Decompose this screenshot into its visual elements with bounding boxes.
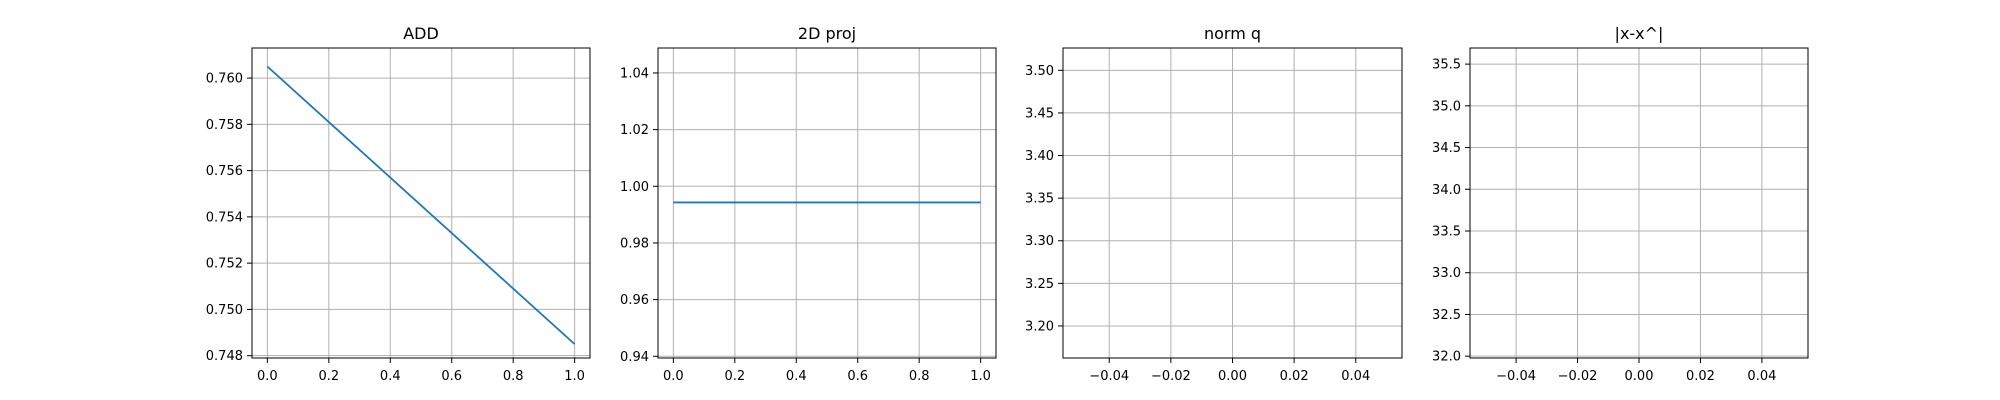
x-tick-label: 0.4 [786, 369, 807, 384]
x-tick-label: 0.2 [724, 369, 745, 384]
y-tick-label: 1.04 [620, 66, 649, 81]
x-tick-label: −0.02 [1151, 369, 1191, 384]
x-tick-label: 0.00 [1218, 369, 1247, 384]
y-tick-label: 34.5 [1432, 141, 1461, 156]
x-tick-label: −0.02 [1558, 369, 1598, 384]
y-tick-label: 1.00 [620, 180, 649, 195]
x-tick-label: 0.8 [909, 369, 930, 384]
subplot-title: ADD [403, 24, 439, 43]
x-tick-label: −0.04 [1089, 369, 1129, 384]
y-tick-label: 0.760 [206, 72, 243, 87]
y-tick-label: 0.754 [206, 210, 243, 225]
y-tick-label: 0.758 [206, 118, 243, 133]
x-tick-label: −0.04 [1496, 369, 1536, 384]
x-tick-label: 0.2 [318, 369, 339, 384]
y-tick-label: 0.748 [206, 349, 243, 364]
subplot-title: 2D proj [798, 24, 856, 43]
subplots: 0.0 0.2 0.4 0.6 0.8 1.0 0.748 0.750 0.752 0.754 0.… [206, 24, 1809, 384]
y-tick-label: 3.30 [1025, 234, 1054, 249]
x-tick-label: 0.0 [663, 369, 684, 384]
y-tick-label: 32.0 [1432, 350, 1461, 365]
y-tick-label: 33.5 [1432, 224, 1461, 239]
y-tick-label: 0.96 [620, 293, 649, 308]
y-tick-label: 3.50 [1025, 64, 1054, 79]
y-tick-label: 0.98 [620, 236, 649, 251]
y-tick-label: 35.5 [1432, 58, 1461, 73]
y-tick-label: 3.25 [1025, 277, 1054, 292]
x-tick-label: 0.4 [380, 369, 401, 384]
y-tick-label: 34.0 [1432, 183, 1461, 198]
x-tick-label: 0.02 [1686, 369, 1715, 384]
x-tick-label: 0.8 [503, 369, 524, 384]
y-tick-label: 35.0 [1432, 99, 1461, 114]
y-tick-label: 1.02 [620, 123, 649, 138]
y-tick-label: 0.94 [620, 350, 649, 365]
y-tick-label: 0.750 [206, 303, 243, 318]
x-tick-label: 1.0 [970, 369, 991, 384]
x-tick-label: 0.02 [1280, 369, 1309, 384]
x-tick-label: 0.6 [847, 369, 868, 384]
subplot-title: norm q [1204, 24, 1261, 43]
series-line [266, 65, 576, 345]
axes-frame [251, 47, 591, 359]
x-tick-label: 0.0 [257, 369, 278, 384]
y-tick-label: 3.40 [1025, 149, 1054, 164]
x-tick-label: 0.6 [441, 369, 462, 384]
x-tick-label: 1.0 [564, 369, 585, 384]
x-tick-label: 0.04 [1341, 369, 1370, 384]
subplot-title: |x-x^| [1615, 24, 1664, 43]
y-tick-label: 33.0 [1432, 266, 1461, 281]
subplot-3: −0.04 −0.02 0.00 0.02 0.04 3.20 3.25 3.30 3.35 3.… [1025, 24, 1403, 384]
axes-frame [657, 47, 997, 359]
x-tick-label: 0.04 [1747, 369, 1776, 384]
subplot-1: 0.0 0.2 0.4 0.6 0.8 1.0 0.748 0.750 0.752 0.754 0.… [206, 24, 591, 384]
y-tick-label: 0.752 [206, 257, 243, 272]
y-tick-label: 3.20 [1025, 319, 1054, 334]
subplot-4: −0.04 −0.02 0.00 0.02 0.04 32.0 32.5 33.0 33.5 34… [1432, 24, 1809, 384]
x-tick-label: 0.00 [1625, 369, 1654, 384]
y-tick-label: 32.5 [1432, 308, 1461, 323]
y-tick-label: 0.756 [206, 164, 243, 179]
subplot-2: 0.0 0.2 0.4 0.6 0.8 1.0 0.94 0.96 0.98 1.00 1.02 1.… [620, 24, 997, 384]
y-tick-label: 3.45 [1025, 106, 1054, 121]
y-tick-label: 3.35 [1025, 192, 1054, 207]
